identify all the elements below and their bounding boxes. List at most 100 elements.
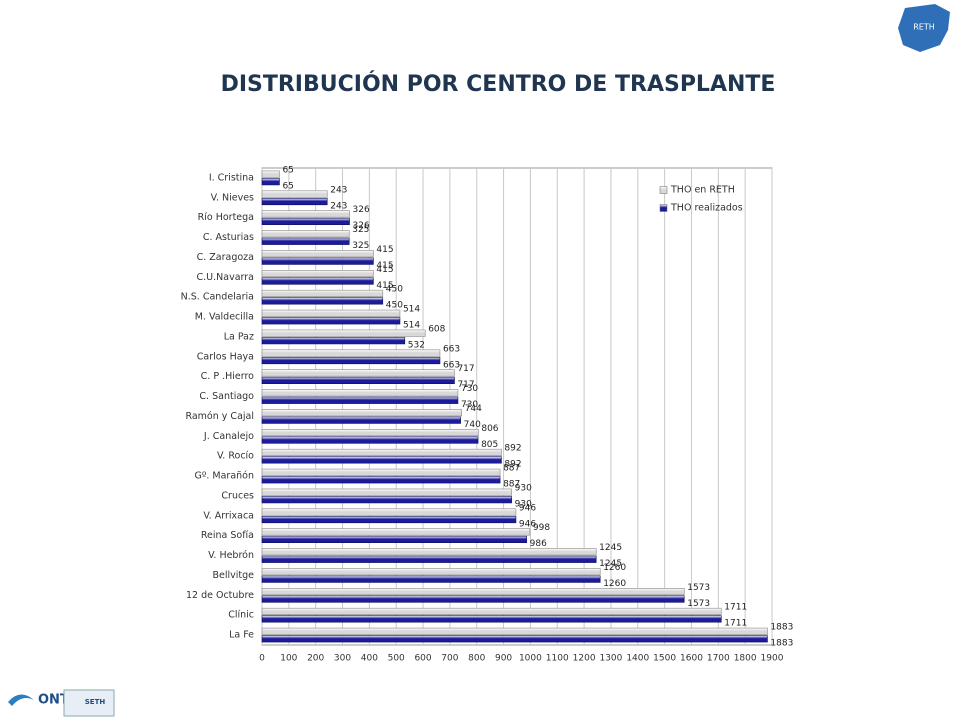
bar [261,257,374,265]
bar [261,270,374,278]
y-tick-label: I. Cristina [209,172,254,183]
y-tick-label: Clínic [228,610,254,621]
bar [261,230,350,238]
data-label: 450 [386,301,403,311]
bar [261,369,455,377]
data-label: 717 [457,364,474,374]
bar [261,607,722,615]
bar [261,635,768,643]
bar [261,170,280,178]
y-tick-label: C. Asturias [203,232,254,243]
y-tick-label: Reina Sofía [201,530,254,541]
x-tick-label: 0 [259,654,265,664]
y-tick-label: V. Arrixaca [203,510,254,521]
x-tick-label: 500 [388,654,405,664]
data-label: 514 [403,305,420,315]
data-label: 740 [464,420,481,430]
x-tick-label: 400 [361,654,378,664]
bar [261,250,374,258]
y-tick-label: La Paz [224,331,254,342]
y-tick-label: Ramón y Cajal [185,411,254,422]
bar [261,528,531,536]
bar [261,575,601,583]
legend-label: THO en RETH [670,185,735,196]
legend-label: THO realizados [670,203,743,214]
bar [261,217,350,225]
y-tick-label: J. Canalejo [203,431,254,442]
data-label: 1245 [599,543,622,553]
bar [261,289,384,297]
data-label: 450 [386,285,403,295]
data-label: 887 [503,464,520,474]
bar [261,389,459,397]
bar [261,615,722,623]
bar [261,508,517,516]
bar [261,198,328,206]
data-label: 514 [403,321,420,331]
legend-swatch [659,204,668,212]
bar [261,627,768,635]
y-tick-label: Bellvitge [212,570,254,581]
y-tick-label: Carlos Haya [197,351,254,362]
data-label: 892 [504,444,521,454]
x-tick-label: 1300 [599,654,622,664]
legend-swatch [659,186,668,194]
bar [261,488,512,496]
data-label: 325 [352,241,369,251]
data-label: 1883 [770,639,793,649]
x-tick-label: 1900 [761,654,784,664]
bar [261,416,461,424]
data-label: 946 [519,503,536,513]
data-label: 730 [461,400,478,410]
x-tick-label: 800 [468,654,485,664]
x-tick-label: 600 [414,654,431,664]
y-tick-label: C. Zaragoza [197,252,254,263]
data-label: 243 [330,201,347,211]
seth-logo-text: SETH [85,698,106,706]
data-label: 930 [515,499,532,509]
x-tick-label: 1800 [734,654,757,664]
data-label: 326 [353,221,370,231]
bar [261,595,685,603]
bar [261,309,401,317]
data-label: 415 [376,265,393,275]
bar [261,588,685,596]
x-tick-label: 1100 [546,654,569,664]
y-tick-label: M. Valdecilla [195,312,254,323]
data-label: 887 [503,480,520,490]
data-label: 65 [282,165,293,175]
y-tick-label: V. Rocío [217,451,254,462]
data-label: 1260 [603,563,626,573]
y-tick-label: V. Hebrón [208,550,254,561]
bar [261,535,527,543]
y-tick-label: N.S. Candelaria [181,292,254,303]
bar [261,190,328,198]
data-label: 415 [376,281,393,291]
bar [261,277,374,285]
x-tick-label: 1400 [626,654,649,664]
seth-logo: SETH [63,689,115,717]
data-label: 1573 [687,583,710,593]
data-label: 532 [408,340,425,350]
y-tick-label: Cruces [221,490,254,501]
ont-logo: ONT [8,693,69,708]
bar [261,448,502,456]
bar [261,568,601,576]
bar [261,396,459,404]
bar [261,329,426,337]
bar [261,436,479,444]
data-label: 805 [481,440,498,450]
y-tick-label: V. Nieves [211,192,254,203]
data-label: 998 [533,523,550,533]
bar [261,476,501,484]
data-label: 1245 [599,559,622,569]
bar [261,468,501,476]
y-tick-label: C.U.Navarra [197,272,254,283]
y-tick-label: La Fe [229,630,254,641]
y-tick-label: C. Santiago [199,391,254,402]
bar [261,357,441,365]
bar [261,210,350,218]
data-label: 326 [353,205,370,215]
plot-area [261,167,773,646]
